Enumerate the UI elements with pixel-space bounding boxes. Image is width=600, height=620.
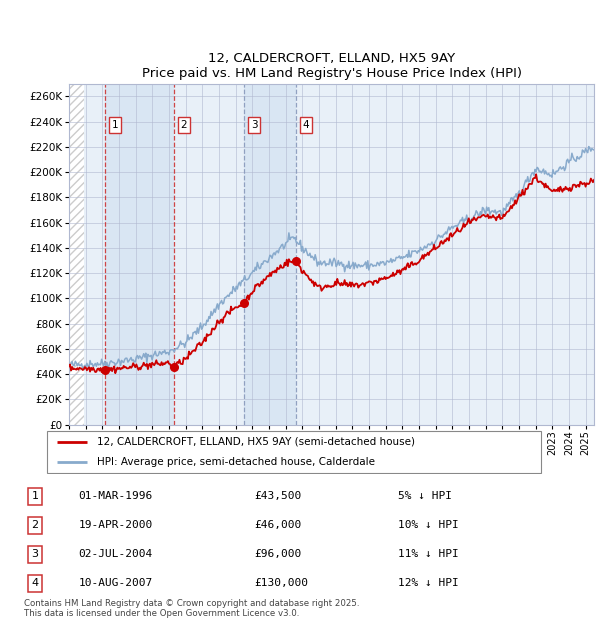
Text: 12, CALDERCROFT, ELLAND, HX5 9AY (semi-detached house): 12, CALDERCROFT, ELLAND, HX5 9AY (semi-d… [97, 436, 415, 447]
Text: 1: 1 [112, 120, 118, 130]
Text: 19-APR-2000: 19-APR-2000 [78, 520, 152, 530]
Text: Contains HM Land Registry data © Crown copyright and database right 2025.
This d: Contains HM Land Registry data © Crown c… [24, 599, 359, 618]
Text: 02-JUL-2004: 02-JUL-2004 [78, 549, 152, 559]
Bar [105, 84, 174, 425]
Text: HPI: Average price, semi-detached house, Calderdale: HPI: Average price, semi-detached house,… [97, 457, 376, 467]
Title: 12, CALDERCROFT, ELLAND, HX5 9AY
Price paid vs. HM Land Registry's House Price I: 12, CALDERCROFT, ELLAND, HX5 9AY Price p… [142, 51, 521, 80]
Text: £96,000: £96,000 [254, 549, 301, 559]
Text: 3: 3 [32, 549, 38, 559]
Text: 2: 2 [31, 520, 38, 530]
Text: 11% ↓ HPI: 11% ↓ HPI [398, 549, 458, 559]
Text: 5% ↓ HPI: 5% ↓ HPI [398, 491, 452, 501]
FancyBboxPatch shape [47, 432, 541, 472]
Text: 4: 4 [31, 578, 38, 588]
Text: 10-AUG-2007: 10-AUG-2007 [78, 578, 152, 588]
Text: £130,000: £130,000 [254, 578, 308, 588]
Text: 4: 4 [302, 120, 309, 130]
Text: 3: 3 [251, 120, 257, 130]
Text: 2: 2 [181, 120, 187, 130]
Text: 1: 1 [32, 491, 38, 501]
Text: 12% ↓ HPI: 12% ↓ HPI [398, 578, 458, 588]
Text: £43,500: £43,500 [254, 491, 301, 501]
Text: 01-MAR-1996: 01-MAR-1996 [78, 491, 152, 501]
Bar [69, 84, 84, 425]
Text: 10% ↓ HPI: 10% ↓ HPI [398, 520, 458, 530]
Text: £46,000: £46,000 [254, 520, 301, 530]
Bar [244, 84, 296, 425]
